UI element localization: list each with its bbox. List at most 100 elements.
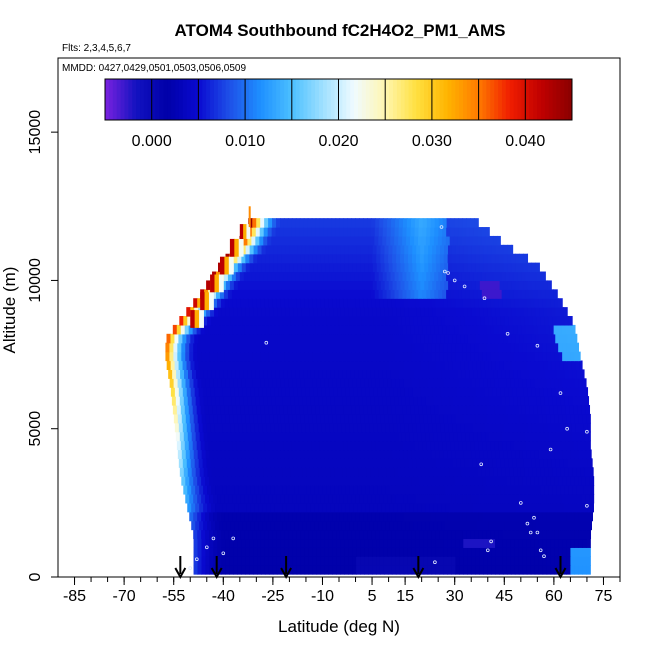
heatmap-cell — [302, 431, 308, 442]
heatmap-cell — [542, 449, 548, 459]
heatmap-cell — [234, 360, 239, 370]
heatmap-cell — [203, 502, 208, 513]
heatmap-cell — [556, 520, 561, 531]
heatmap-cell — [547, 333, 552, 344]
heatmap-cell — [550, 556, 556, 566]
heatmap-cell — [534, 413, 540, 424]
heatmap-cell — [292, 476, 297, 486]
heatmap-cell — [363, 298, 369, 308]
heatmap-cell — [168, 369, 173, 379]
heatmap-cell — [468, 387, 473, 397]
heatmap-cell — [517, 467, 522, 477]
colorbar-swatch — [330, 79, 336, 120]
heatmap-cell — [193, 476, 198, 486]
heatmap-cell — [280, 449, 286, 459]
heatmap-cell — [449, 396, 455, 406]
heatmap-cell — [456, 387, 462, 397]
heatmap-cell — [477, 271, 483, 282]
heatmap-cell — [224, 404, 230, 415]
heatmap-cell — [289, 333, 295, 344]
heatmap-cell — [380, 262, 386, 273]
heatmap-cell — [436, 387, 442, 397]
heatmap-cell — [248, 404, 253, 415]
heatmap-cell — [518, 511, 524, 522]
heatmap-cell — [281, 244, 286, 255]
heatmap-cell — [384, 360, 390, 370]
heatmap-cell — [295, 440, 301, 451]
heatmap-cell — [271, 396, 276, 406]
colorbar-frame — [104, 78, 573, 121]
heatmap-cell — [520, 431, 526, 442]
heatmap-cell — [260, 342, 266, 353]
heatmap-cell — [291, 369, 296, 379]
heatmap-cell — [554, 511, 559, 522]
heatmap-cell — [558, 413, 564, 424]
heatmap-cell — [444, 280, 449, 290]
heatmap-cell — [475, 556, 480, 566]
heatmap-cell — [536, 396, 542, 406]
heatmap-cell — [223, 369, 229, 379]
heatmap-cell — [278, 422, 283, 433]
heatmap-cell — [239, 369, 245, 379]
heatmap-cell — [375, 378, 381, 388]
heatmap-cell — [288, 378, 294, 388]
heatmap-cell — [586, 449, 592, 459]
heatmap-cell — [506, 538, 512, 548]
heatmap-cell — [389, 502, 395, 513]
flight-arrow-head — [174, 567, 187, 580]
heatmap-cell — [550, 351, 555, 362]
heatmap-cell — [566, 538, 572, 548]
heatmap-cell — [407, 538, 413, 548]
heatmap-cell — [555, 307, 560, 317]
heatmap-cell — [357, 360, 362, 370]
heatmap-cell — [392, 413, 397, 424]
heatmap-cell — [304, 511, 309, 522]
heatmap-cell — [566, 413, 572, 424]
heatmap-cell — [188, 369, 193, 379]
heatmap-cell — [434, 289, 439, 299]
heatmap-cell — [282, 316, 288, 326]
heatmap-cell — [534, 298, 539, 308]
heatmap-cell — [535, 422, 541, 433]
heatmap-cell — [230, 422, 235, 433]
heatmap-cell — [519, 413, 524, 424]
heatmap-cell — [516, 485, 522, 495]
heatmap-cell — [169, 342, 174, 353]
heatmap-cell — [313, 422, 319, 433]
heatmap-cell — [282, 467, 288, 477]
heatmap-cell — [274, 387, 279, 397]
heatmap-cell — [366, 235, 371, 246]
heatmap-cell — [339, 511, 345, 522]
heatmap-cell — [538, 493, 543, 504]
heatmap-cell — [578, 511, 583, 522]
heatmap-cell — [290, 467, 296, 477]
heatmap-cell — [416, 333, 421, 344]
heatmap-cell — [304, 342, 309, 353]
heatmap-cell — [336, 342, 341, 353]
heatmap-cell — [312, 538, 318, 548]
heatmap-cell — [288, 351, 293, 362]
colorbar-swatch — [190, 79, 196, 120]
heatmap-cell — [330, 396, 336, 406]
heatmap-cell — [505, 271, 511, 282]
heatmap-cell — [361, 520, 367, 531]
heatmap-cell — [530, 493, 535, 504]
heatmap-cell — [513, 271, 519, 282]
heatmap-cell — [264, 565, 270, 575]
heatmap-cell — [391, 298, 397, 308]
heatmap-cell — [242, 458, 247, 468]
heatmap-cell — [339, 324, 344, 335]
heatmap-cell — [329, 280, 334, 290]
heatmap-cell — [325, 307, 330, 317]
heatmap-cell — [536, 316, 541, 326]
heatmap-cell — [205, 547, 211, 557]
heatmap-cell — [186, 307, 191, 317]
heatmap-cell — [486, 511, 492, 522]
heatmap-cell — [279, 227, 285, 237]
heatmap-cell — [497, 467, 502, 477]
heatmap-cell — [391, 342, 397, 353]
heatmap-cell — [259, 431, 264, 442]
heatmap-cell — [189, 342, 194, 353]
heatmap-cell — [467, 565, 472, 575]
heatmap-cell — [518, 342, 524, 353]
